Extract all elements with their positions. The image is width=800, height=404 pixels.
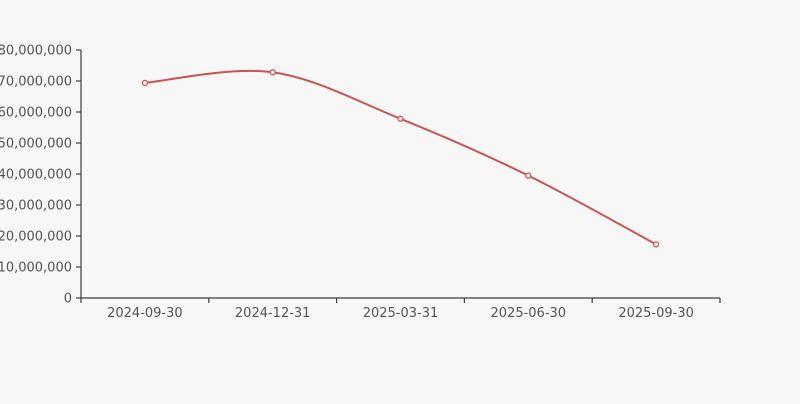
data-point-marker	[269, 69, 276, 76]
x-tick-label: 2025-09-30	[618, 306, 694, 321]
data-point-marker	[397, 115, 404, 122]
x-tick-label: 2025-03-31	[363, 306, 439, 321]
y-tick-label: 20,000,000	[0, 230, 72, 245]
y-tick-label: 0	[64, 292, 72, 307]
data-point-marker	[525, 172, 532, 179]
y-tick-label: 10,000,000	[0, 261, 72, 276]
series-line	[143, 69, 658, 246]
y-tick-label: 40,000,000	[0, 168, 72, 183]
data-point-marker	[652, 241, 660, 248]
x-tick-label: 2024-12-31	[235, 306, 311, 321]
y-tick-label: 70,000,000	[0, 75, 72, 90]
x-tick-label: 2024-09-30	[107, 306, 183, 321]
y-tick-label: 50,000,000	[0, 137, 72, 152]
y-tick-label: 80,000,000	[0, 44, 72, 59]
y-tick-label: 60,000,000	[0, 106, 72, 121]
data-point-marker	[141, 79, 149, 87]
y-tick-label: 30,000,000	[0, 199, 72, 214]
x-tick-label: 2025-06-30	[491, 306, 567, 321]
